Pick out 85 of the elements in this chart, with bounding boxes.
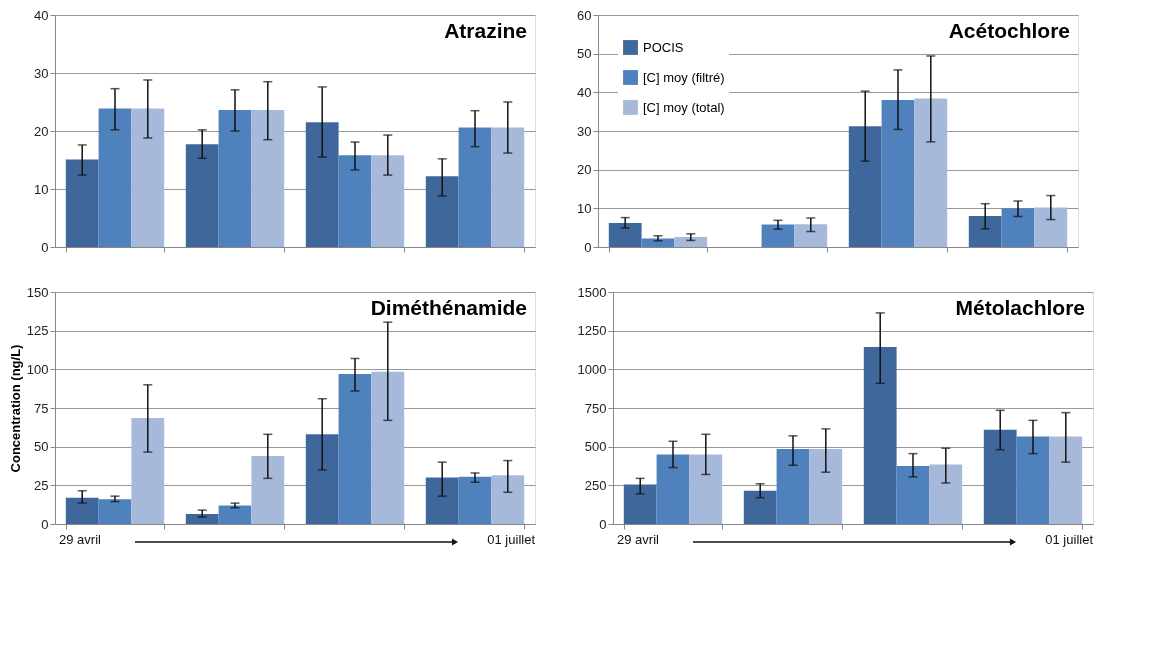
y-tick-label: 60 [577, 7, 592, 23]
bar [491, 127, 525, 247]
bar [371, 155, 405, 247]
bar [794, 224, 828, 247]
bar [65, 159, 99, 247]
bar [131, 108, 165, 247]
bar [914, 98, 948, 247]
bar [761, 224, 795, 247]
bar [131, 418, 165, 524]
bar [743, 490, 777, 524]
bar [1016, 436, 1050, 524]
text: 01 juillet [1045, 532, 1094, 547]
y-tick-label: 150 [26, 284, 49, 300]
legend-label: [C] moy (total) [643, 99, 725, 115]
y-tick-label: 50 [34, 439, 49, 455]
bar [641, 238, 675, 247]
y-tick-label: 50 [577, 46, 592, 62]
bar [338, 373, 372, 524]
bar [896, 466, 930, 524]
text: 29 avril [59, 532, 102, 547]
bar [251, 110, 285, 247]
bar [776, 448, 810, 524]
bar [968, 216, 1002, 247]
legend-label: [C] moy (filtré) [643, 69, 725, 85]
y-tick-label: 0 [41, 516, 49, 532]
bar [218, 110, 252, 247]
y-tick-label: 1000 [577, 361, 607, 377]
y-tick-label: 30 [34, 65, 49, 81]
bar [1001, 208, 1035, 247]
bar [98, 108, 132, 247]
y-tick-label: 100 [26, 361, 49, 377]
chart-title: Atrazine [444, 19, 527, 42]
y-tick-label: 250 [584, 477, 607, 493]
chart-title: Diméthénamide [370, 296, 527, 319]
y-tick-label: 0 [41, 239, 49, 255]
y-tick-label: 1250 [577, 323, 607, 339]
bar [98, 499, 132, 524]
y-tick-label: 25 [34, 477, 49, 493]
bar [863, 346, 897, 524]
bar [338, 155, 372, 247]
text: 01 juillet [487, 532, 536, 547]
y-tick-label: 40 [34, 7, 49, 23]
bar [848, 126, 882, 247]
bar [929, 464, 963, 524]
chart-title: Acétochlore [948, 19, 1070, 42]
bar [689, 454, 723, 524]
bar [218, 505, 252, 524]
y-tick-label: 1500 [577, 284, 607, 300]
bar [458, 127, 492, 247]
y-tick-label: 10 [577, 200, 592, 216]
bar [425, 176, 459, 247]
y-axis-title: Concentration (ng/L) [7, 344, 23, 473]
y-tick-label: 0 [584, 239, 592, 255]
bar [371, 371, 405, 524]
y-tick-label: 500 [584, 439, 607, 455]
bar [491, 475, 525, 524]
y-tick-label: 40 [577, 84, 592, 100]
bar [425, 477, 459, 524]
bar [185, 144, 219, 247]
bar [623, 484, 657, 524]
bar [881, 100, 915, 247]
y-tick-label: 30 [577, 123, 592, 139]
text: 29 avril [617, 532, 660, 547]
bar [251, 455, 285, 524]
bar [656, 454, 690, 524]
bar [809, 448, 843, 524]
y-tick-label: 125 [26, 323, 49, 339]
bar [305, 434, 339, 524]
y-tick-label: 20 [577, 162, 592, 178]
chart-title: Métolachlore [955, 296, 1085, 319]
y-tick-label: 0 [599, 516, 607, 532]
y-tick-label: 750 [584, 400, 607, 416]
bar [1034, 207, 1068, 247]
bar [458, 476, 492, 524]
bar [608, 223, 642, 247]
bar [185, 513, 219, 524]
legend-label: POCIS [643, 39, 684, 55]
bar [65, 497, 99, 524]
y-tick-label: 20 [34, 123, 49, 139]
bar [305, 122, 339, 247]
bar [1049, 436, 1083, 524]
y-tick-label: 75 [34, 400, 49, 416]
bar [674, 236, 708, 247]
y-tick-label: 10 [34, 181, 49, 197]
bar [983, 429, 1017, 524]
